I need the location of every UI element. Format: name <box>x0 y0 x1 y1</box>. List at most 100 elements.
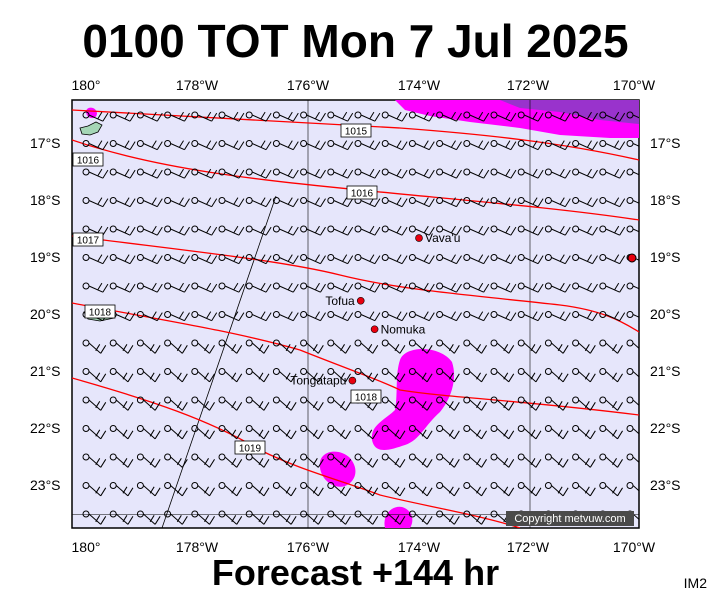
wind-barb <box>517 197 544 208</box>
wind-barb <box>327 311 354 322</box>
forecast-label: Forecast +144 hr <box>211 552 500 593</box>
wind-barb <box>626 482 639 492</box>
wind-barb <box>408 111 435 122</box>
wind-barb <box>463 225 490 236</box>
wind-barb <box>436 311 462 322</box>
rain-area-south <box>371 348 455 450</box>
wind-barb <box>381 339 406 354</box>
wind-barb <box>490 282 517 293</box>
wind-barb <box>544 482 569 497</box>
wind-barb <box>327 510 351 525</box>
wind-barb <box>626 368 639 378</box>
wind-barb <box>136 111 163 122</box>
wind-barb <box>381 396 406 411</box>
wind-barb <box>544 225 571 236</box>
wind-barb <box>218 140 245 151</box>
wind-barb <box>436 425 460 440</box>
wind-barb <box>436 453 460 468</box>
wind-barb <box>191 510 215 525</box>
wind-barb <box>191 425 215 440</box>
island-fiji-lau <box>79 121 103 136</box>
wind-barb <box>191 140 218 151</box>
wind-barb <box>354 225 381 236</box>
wind-barb <box>191 282 218 293</box>
wind-barb <box>381 111 408 122</box>
lat-label-right-3: 20°S <box>650 306 681 322</box>
isobar-labels: 1015 1016 1017 1018 1019 1016 1018 <box>72 123 382 455</box>
wind-barb <box>490 311 517 322</box>
wind-barb <box>82 140 109 151</box>
wind-barb <box>572 282 598 293</box>
wind-barb <box>109 111 136 122</box>
wind-barb <box>599 482 623 497</box>
wind-barb <box>109 482 134 497</box>
wind-barb <box>164 225 190 236</box>
wind-barb <box>626 396 639 406</box>
wind-barb <box>381 453 406 468</box>
wind-barb <box>245 168 272 179</box>
wind-barb <box>354 140 381 151</box>
lat-label-right-6: 23°S <box>650 477 681 493</box>
wind-barb <box>408 254 435 265</box>
wind-barb <box>544 425 569 440</box>
wind-barb <box>599 111 626 122</box>
wind-barb <box>572 311 598 322</box>
wind-barb <box>381 168 408 179</box>
wind-barb <box>245 197 272 208</box>
wind-barb <box>300 425 324 440</box>
wind-barb <box>272 368 297 383</box>
wind-barb <box>191 482 215 497</box>
wind-barb <box>381 425 406 440</box>
wind-barb <box>164 510 188 525</box>
wind-barb <box>245 225 272 236</box>
wind-barb <box>109 168 136 179</box>
wind-barb <box>572 453 596 468</box>
wind-barb <box>82 282 109 293</box>
wind-barb <box>408 396 433 411</box>
wind-barb <box>490 396 515 411</box>
wind-barb <box>408 282 435 293</box>
wind-barb <box>381 254 408 265</box>
wind-barb <box>245 111 272 122</box>
wind-barb <box>245 482 270 497</box>
wind-barb <box>191 368 215 383</box>
wind-barb <box>218 339 243 354</box>
wind-barb <box>300 311 326 322</box>
lon-label-top-3: 174°W <box>398 77 441 93</box>
wind-barb <box>136 225 163 236</box>
wind-barb <box>408 510 433 525</box>
place-label: Tofua <box>325 294 355 308</box>
wind-barb <box>300 510 324 525</box>
wind-barb <box>82 111 109 122</box>
wind-barb <box>327 197 354 208</box>
wind-barb <box>136 168 163 179</box>
wind-barb <box>300 111 326 122</box>
wind-barb <box>191 168 218 179</box>
wind-barb <box>109 510 134 525</box>
wind-barb <box>408 339 433 354</box>
wind-barb <box>490 368 515 383</box>
wind-barb <box>354 453 379 468</box>
wind-barb <box>191 111 218 122</box>
wind-barb <box>82 368 107 383</box>
wind-barb <box>218 453 243 468</box>
wind-barb <box>626 453 639 463</box>
wind-barb <box>136 396 161 411</box>
wind-barb <box>463 197 490 208</box>
wind-barb <box>599 197 626 208</box>
wind-barb <box>572 339 596 354</box>
wind-barb <box>599 168 626 179</box>
wind-barb <box>191 311 218 322</box>
wind-barb <box>408 482 433 497</box>
wind-barb <box>218 482 243 497</box>
isobar-label: 1018 <box>84 304 116 319</box>
wind-barb <box>436 510 460 525</box>
wind-barb <box>272 254 299 265</box>
wind-barb <box>136 197 163 208</box>
wind-barb <box>408 368 433 383</box>
lon-label-bottom-0: 180° <box>72 539 101 555</box>
wind-barb <box>191 453 215 468</box>
wind-barb <box>490 425 515 440</box>
wind-barb <box>191 197 218 208</box>
wind-barb <box>164 368 188 383</box>
